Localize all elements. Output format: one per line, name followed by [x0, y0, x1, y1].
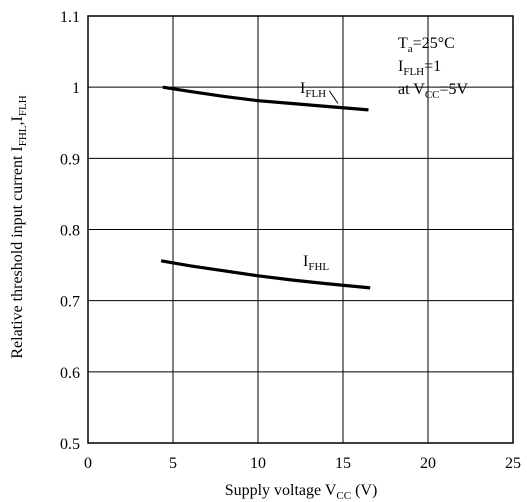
series-label-ifl: IFLH	[300, 80, 326, 100]
y-tick-label: 1.1	[60, 9, 80, 26]
y-tick-label: 0.6	[60, 365, 80, 382]
plot-frame	[87, 15, 514, 444]
x-axis-label: Supply voltage VCC (V)	[225, 482, 378, 502]
leader-line-iflh	[328, 90, 339, 104]
series-line-iflh	[162, 85, 369, 112]
x-tick-label: 10	[250, 455, 266, 472]
x-tick-label: 25	[505, 455, 521, 472]
annotation-line-2: IFLH=1	[398, 58, 441, 78]
tick-labels: 0 5 10 15 20 25 0.5 0.6 0.7 0.8 0.9 1 1.1	[60, 9, 521, 472]
x-tick-label: 20	[420, 455, 436, 472]
y-tick-label: 0.7	[60, 294, 80, 311]
series-line-ifhl	[160, 259, 371, 290]
annotation-line-3: at VCC=5V	[398, 81, 469, 101]
y-tick-label: 1	[72, 80, 80, 97]
y-axis-label: Relative threshold input current IFHL,IF…	[9, 95, 29, 358]
y-tick-label: 0.5	[60, 436, 80, 453]
grid-lines	[88, 16, 513, 443]
series-label-ifhl: IFHL	[303, 253, 329, 273]
annotation-line-1: Ta=25°C	[398, 35, 455, 55]
y-tick-label: 0.8	[60, 223, 80, 240]
x-tick-label: 5	[169, 455, 177, 472]
data-series	[160, 85, 371, 290]
annotation-box: Ta=25°C IFLH=1 at VCC=5V	[398, 35, 469, 101]
x-tick-label: 0	[84, 455, 92, 472]
y-tick-label: 0.9	[60, 151, 80, 168]
x-tick-label: 15	[335, 455, 351, 472]
